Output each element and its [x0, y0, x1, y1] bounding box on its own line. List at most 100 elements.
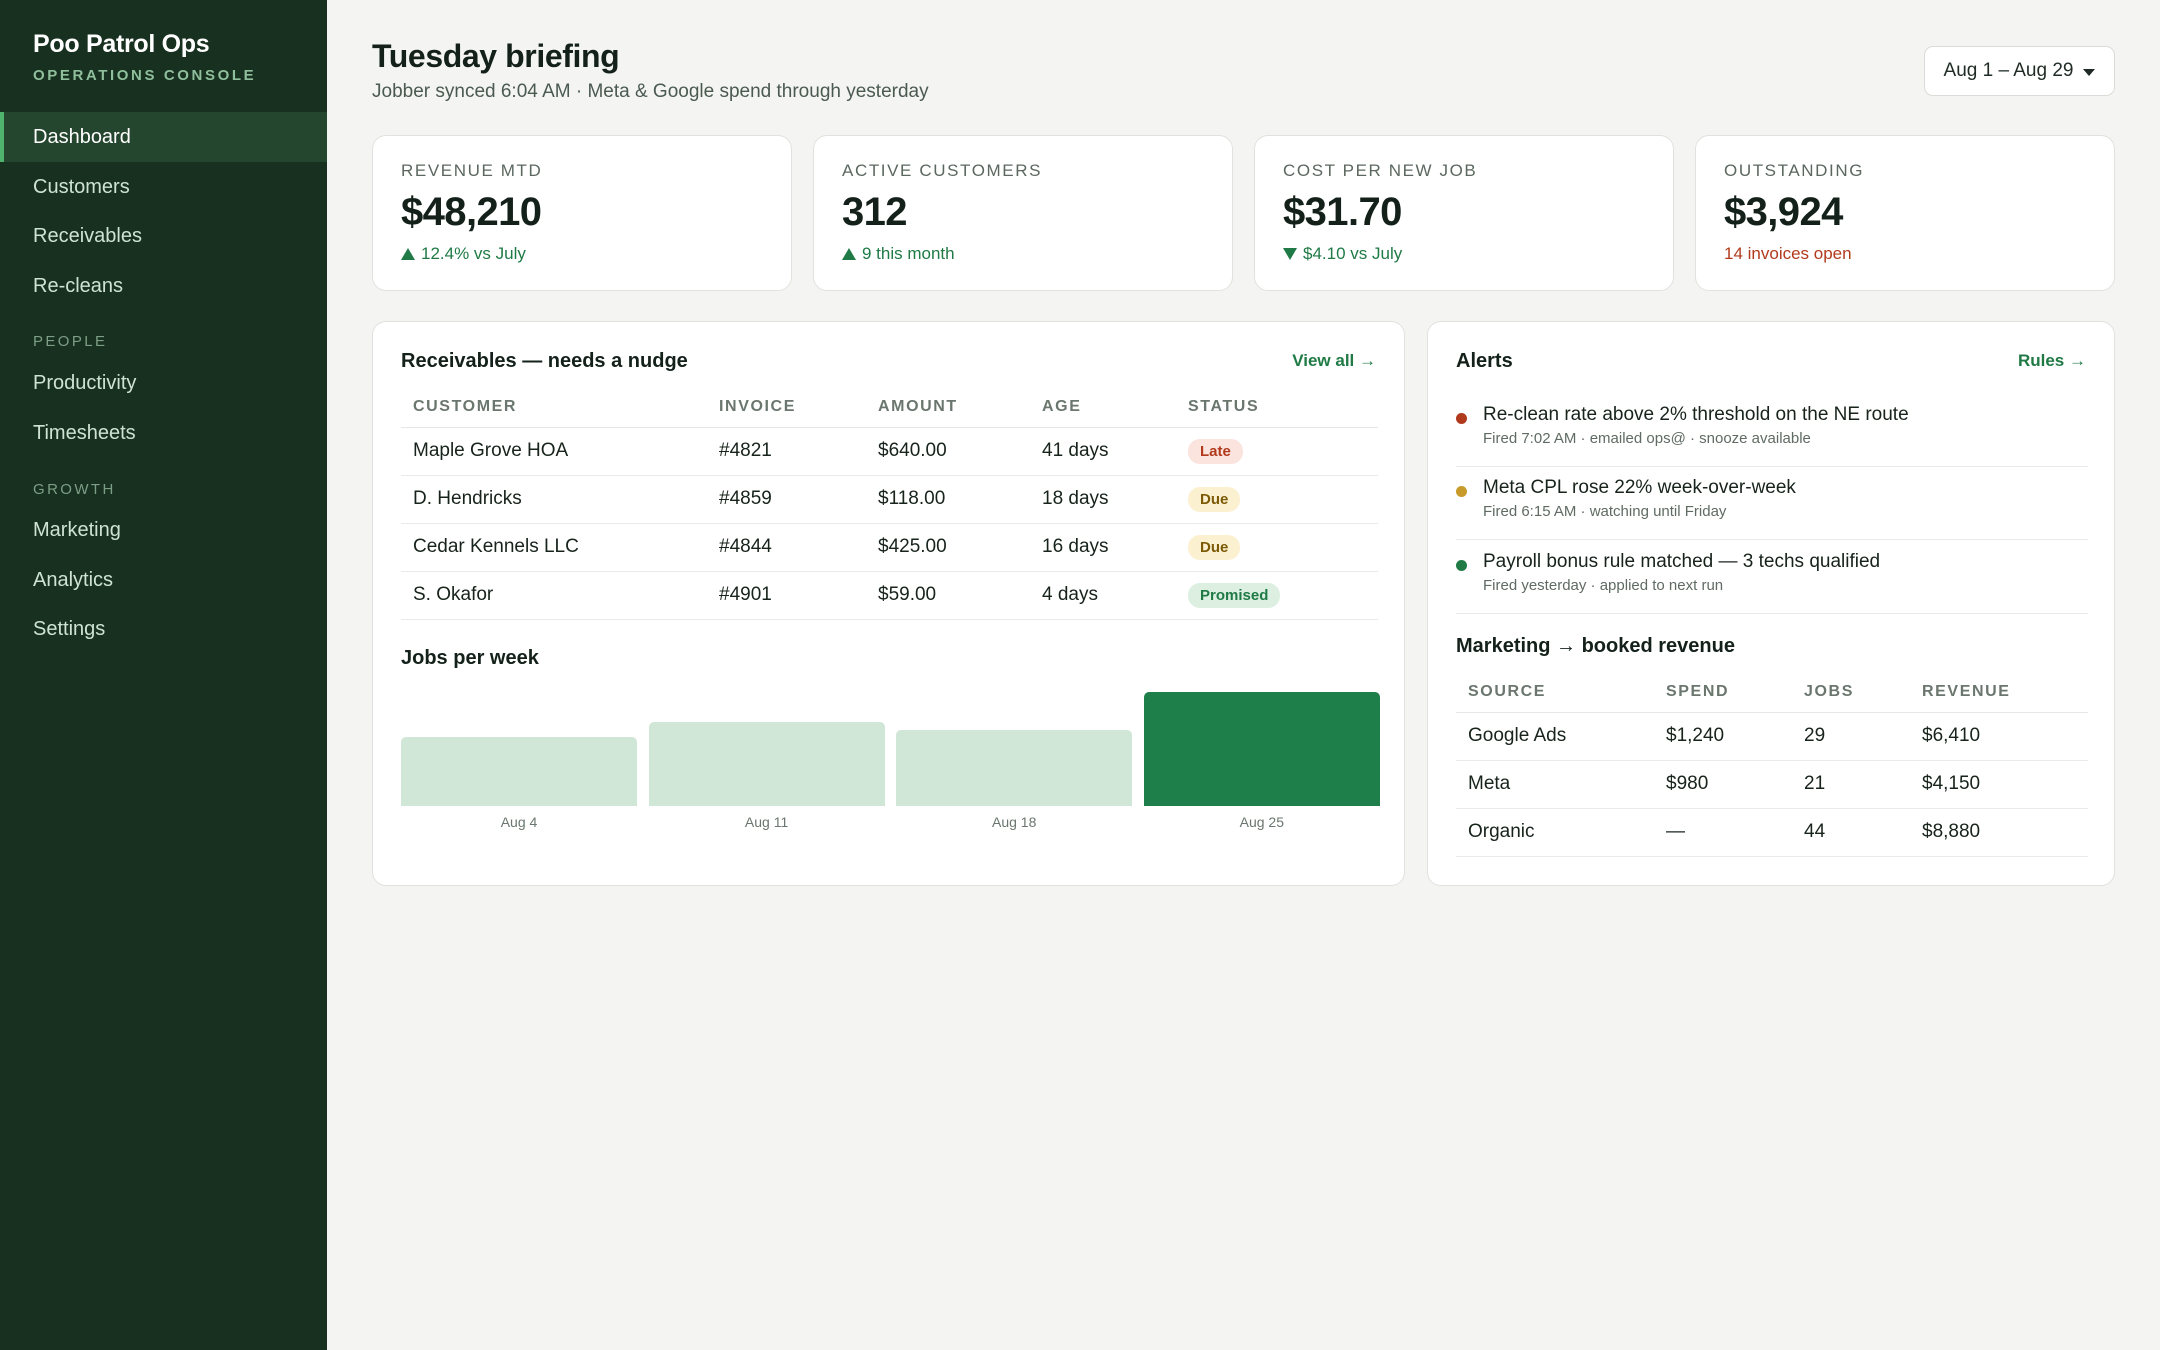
spend-cell: $980	[1654, 760, 1792, 809]
kpi-label: REVENUE MTD	[401, 161, 543, 180]
alert-meta: Fired yesterday · applied to next run	[1483, 577, 1724, 594]
kpi-card-revenue: REVENUE MTD $48,210 12.4% vs July	[372, 135, 792, 291]
page-subtitle: Jobber synced 6:04 AM · Meta & Google sp…	[372, 81, 929, 102]
source-cell: Google Ads	[1456, 712, 1654, 761]
table-row: Organic — 44 $8,880	[1456, 808, 2088, 857]
chart-bar	[896, 730, 1133, 806]
chart-tick-label: Aug 4	[500, 814, 538, 830]
table-row: Google Ads $1,240 29 $6,410	[1456, 712, 2088, 761]
table-row[interactable]: S. Okafor #4901 $59.00 4 days Promised	[401, 571, 1378, 620]
status-cell: Promised	[1176, 571, 1378, 620]
kpi-label: COST PER NEW JOB	[1283, 161, 1478, 180]
status-badge: Due	[1188, 486, 1241, 512]
amount-cell: $640.00	[866, 427, 1030, 476]
sidebar-item-productivity[interactable]: Productivity	[33, 371, 137, 394]
age-cell: 18 days	[1030, 475, 1176, 524]
invoice-cell: #4859	[707, 475, 866, 524]
alerts-panel: Alerts Rules → Re-clean rate above 2% th…	[1427, 321, 2115, 886]
age-cell: 16 days	[1030, 523, 1176, 572]
column-header-source: SOURCE	[1456, 672, 1654, 713]
status-badge: Promised	[1188, 582, 1281, 608]
sidebar-item-analytics[interactable]: Analytics	[33, 568, 114, 591]
invoice-cell: #4844	[707, 523, 866, 572]
kpi-delta-text: 14 invoices open	[1724, 244, 1852, 263]
brand-name: Poo Patrol Ops	[33, 30, 210, 58]
alert-meta: Fired 6:15 AM · watching until Friday	[1483, 503, 1727, 520]
kpi-value: $3,924	[1724, 190, 1843, 234]
alert-item[interactable]: Meta CPL rose 22% week-over-week Fired 6…	[1456, 467, 2088, 540]
kpi-delta: 12.4% vs July	[401, 244, 763, 264]
kpi-card-outstanding: OUTSTANDING $3,924 14 invoices open	[1695, 135, 2115, 291]
status-cell: Due	[1176, 475, 1378, 524]
sidebar-item-marketing[interactable]: Marketing	[33, 518, 121, 541]
alert-status-dot-icon	[1456, 560, 1467, 571]
sidebar-item-dashboard[interactable]: Dashboard	[0, 112, 327, 162]
trend-up-icon	[842, 248, 856, 260]
customer-cell: S. Okafor	[401, 571, 707, 620]
chart-tick-label: Aug 25	[1239, 814, 1284, 830]
receivables-table: CUSTOMER INVOICE AMOUNT AGE STATUS Maple…	[401, 387, 1378, 620]
column-header-revenue: REVENUE	[1910, 672, 2088, 713]
kpi-delta-text: 9 this month	[862, 244, 955, 263]
sidebar-item-settings[interactable]: Settings	[33, 617, 106, 640]
sidebar-item-recleans[interactable]: Re-cleans	[33, 274, 124, 297]
customer-cell: Maple Grove HOA	[401, 427, 707, 476]
rules-link[interactable]: Rules →	[2017, 351, 2086, 370]
customer-cell: Cedar Kennels LLC	[401, 523, 707, 572]
date-range-picker[interactable]: Aug 1 – Aug 29	[1924, 46, 2115, 96]
alert-item[interactable]: Re-clean rate above 2% threshold on the …	[1456, 394, 2088, 467]
spend-cell: $1,240	[1654, 712, 1792, 761]
column-header-amount: AMOUNT	[866, 387, 1030, 428]
alert-meta: Fired 7:02 AM · emailed ops@ · snooze av…	[1483, 430, 1811, 447]
trend-down-icon	[1283, 248, 1297, 260]
spend-cell: —	[1654, 808, 1792, 857]
jobs-cell: 21	[1792, 760, 1910, 809]
status-cell: Late	[1176, 427, 1378, 476]
kpi-value: 312	[842, 190, 908, 234]
brand: Poo Patrol Ops OPERATIONS CONSOLE	[33, 30, 256, 84]
kpi-value: $48,210	[401, 190, 542, 234]
view-all-link[interactable]: View all →	[1292, 351, 1376, 370]
table-header-row: CUSTOMER INVOICE AMOUNT AGE STATUS	[401, 387, 1378, 428]
column-header-status: STATUS	[1176, 387, 1378, 428]
kpi-delta-text: 12.4% vs July	[421, 244, 526, 263]
sidebar-item-receivables[interactable]: Receivables	[33, 224, 142, 247]
column-header-invoice: INVOICE	[707, 387, 866, 428]
table-row[interactable]: D. Hendricks #4859 $118.00 18 days Due	[401, 475, 1378, 524]
nav-section-growth: GROWTH	[33, 481, 116, 498]
sidebar-item-timesheets[interactable]: Timesheets	[33, 421, 136, 444]
marketing-table: SOURCE SPEND JOBS REVENUE Google Ads $1,…	[1456, 672, 2088, 857]
marketing-title: Marketing → booked revenue	[1456, 635, 1735, 657]
customer-cell: D. Hendricks	[401, 475, 707, 524]
kpi-card-active-customers: ACTIVE CUSTOMERS 312 9 this month	[813, 135, 1233, 291]
jobs-cell: 44	[1792, 808, 1910, 857]
amount-cell: $59.00	[866, 571, 1030, 620]
kpi-value: $31.70	[1283, 190, 1402, 234]
jobs-cell: 29	[1792, 712, 1910, 761]
alert-status-dot-icon	[1456, 486, 1467, 497]
column-header-customer: CUSTOMER	[401, 387, 707, 428]
status-badge: Due	[1188, 534, 1241, 560]
alert-item[interactable]: Payroll bonus rule matched — 3 techs qua…	[1456, 541, 2088, 614]
date-range-label: Aug 1 – Aug 29	[1943, 60, 2074, 81]
kpi-delta: 9 this month	[842, 244, 1204, 264]
chevron-down-icon	[2083, 68, 2096, 76]
chart-tick-label: Aug 18	[992, 814, 1037, 830]
kpi-delta-text: $4.10 vs July	[1303, 244, 1403, 263]
receivables-title: Receivables — needs a nudge	[401, 350, 688, 372]
age-cell: 41 days	[1030, 427, 1176, 476]
column-header-age: AGE	[1030, 387, 1176, 428]
table-row[interactable]: Cedar Kennels LLC #4844 $425.00 16 days …	[401, 523, 1378, 572]
chart-bar	[648, 722, 885, 806]
sidebar-item-customers[interactable]: Customers	[33, 175, 130, 198]
column-header-spend: SPEND	[1654, 672, 1792, 713]
alert-status-dot-icon	[1456, 413, 1467, 424]
receivables-panel: Receivables — needs a nudge View all → C…	[372, 321, 1405, 886]
source-cell: Meta	[1456, 760, 1654, 809]
jobs-per-week-chart: Aug 4 Aug 11 Aug 18 Aug 25	[401, 692, 1380, 862]
table-row[interactable]: Maple Grove HOA #4821 $640.00 41 days La…	[401, 427, 1378, 476]
alert-title: Meta CPL rose 22% week-over-week	[1483, 477, 1796, 498]
alert-title: Re-clean rate above 2% threshold on the …	[1483, 404, 1909, 425]
amount-cell: $425.00	[866, 523, 1030, 572]
brand-subtitle: OPERATIONS CONSOLE	[33, 67, 257, 84]
